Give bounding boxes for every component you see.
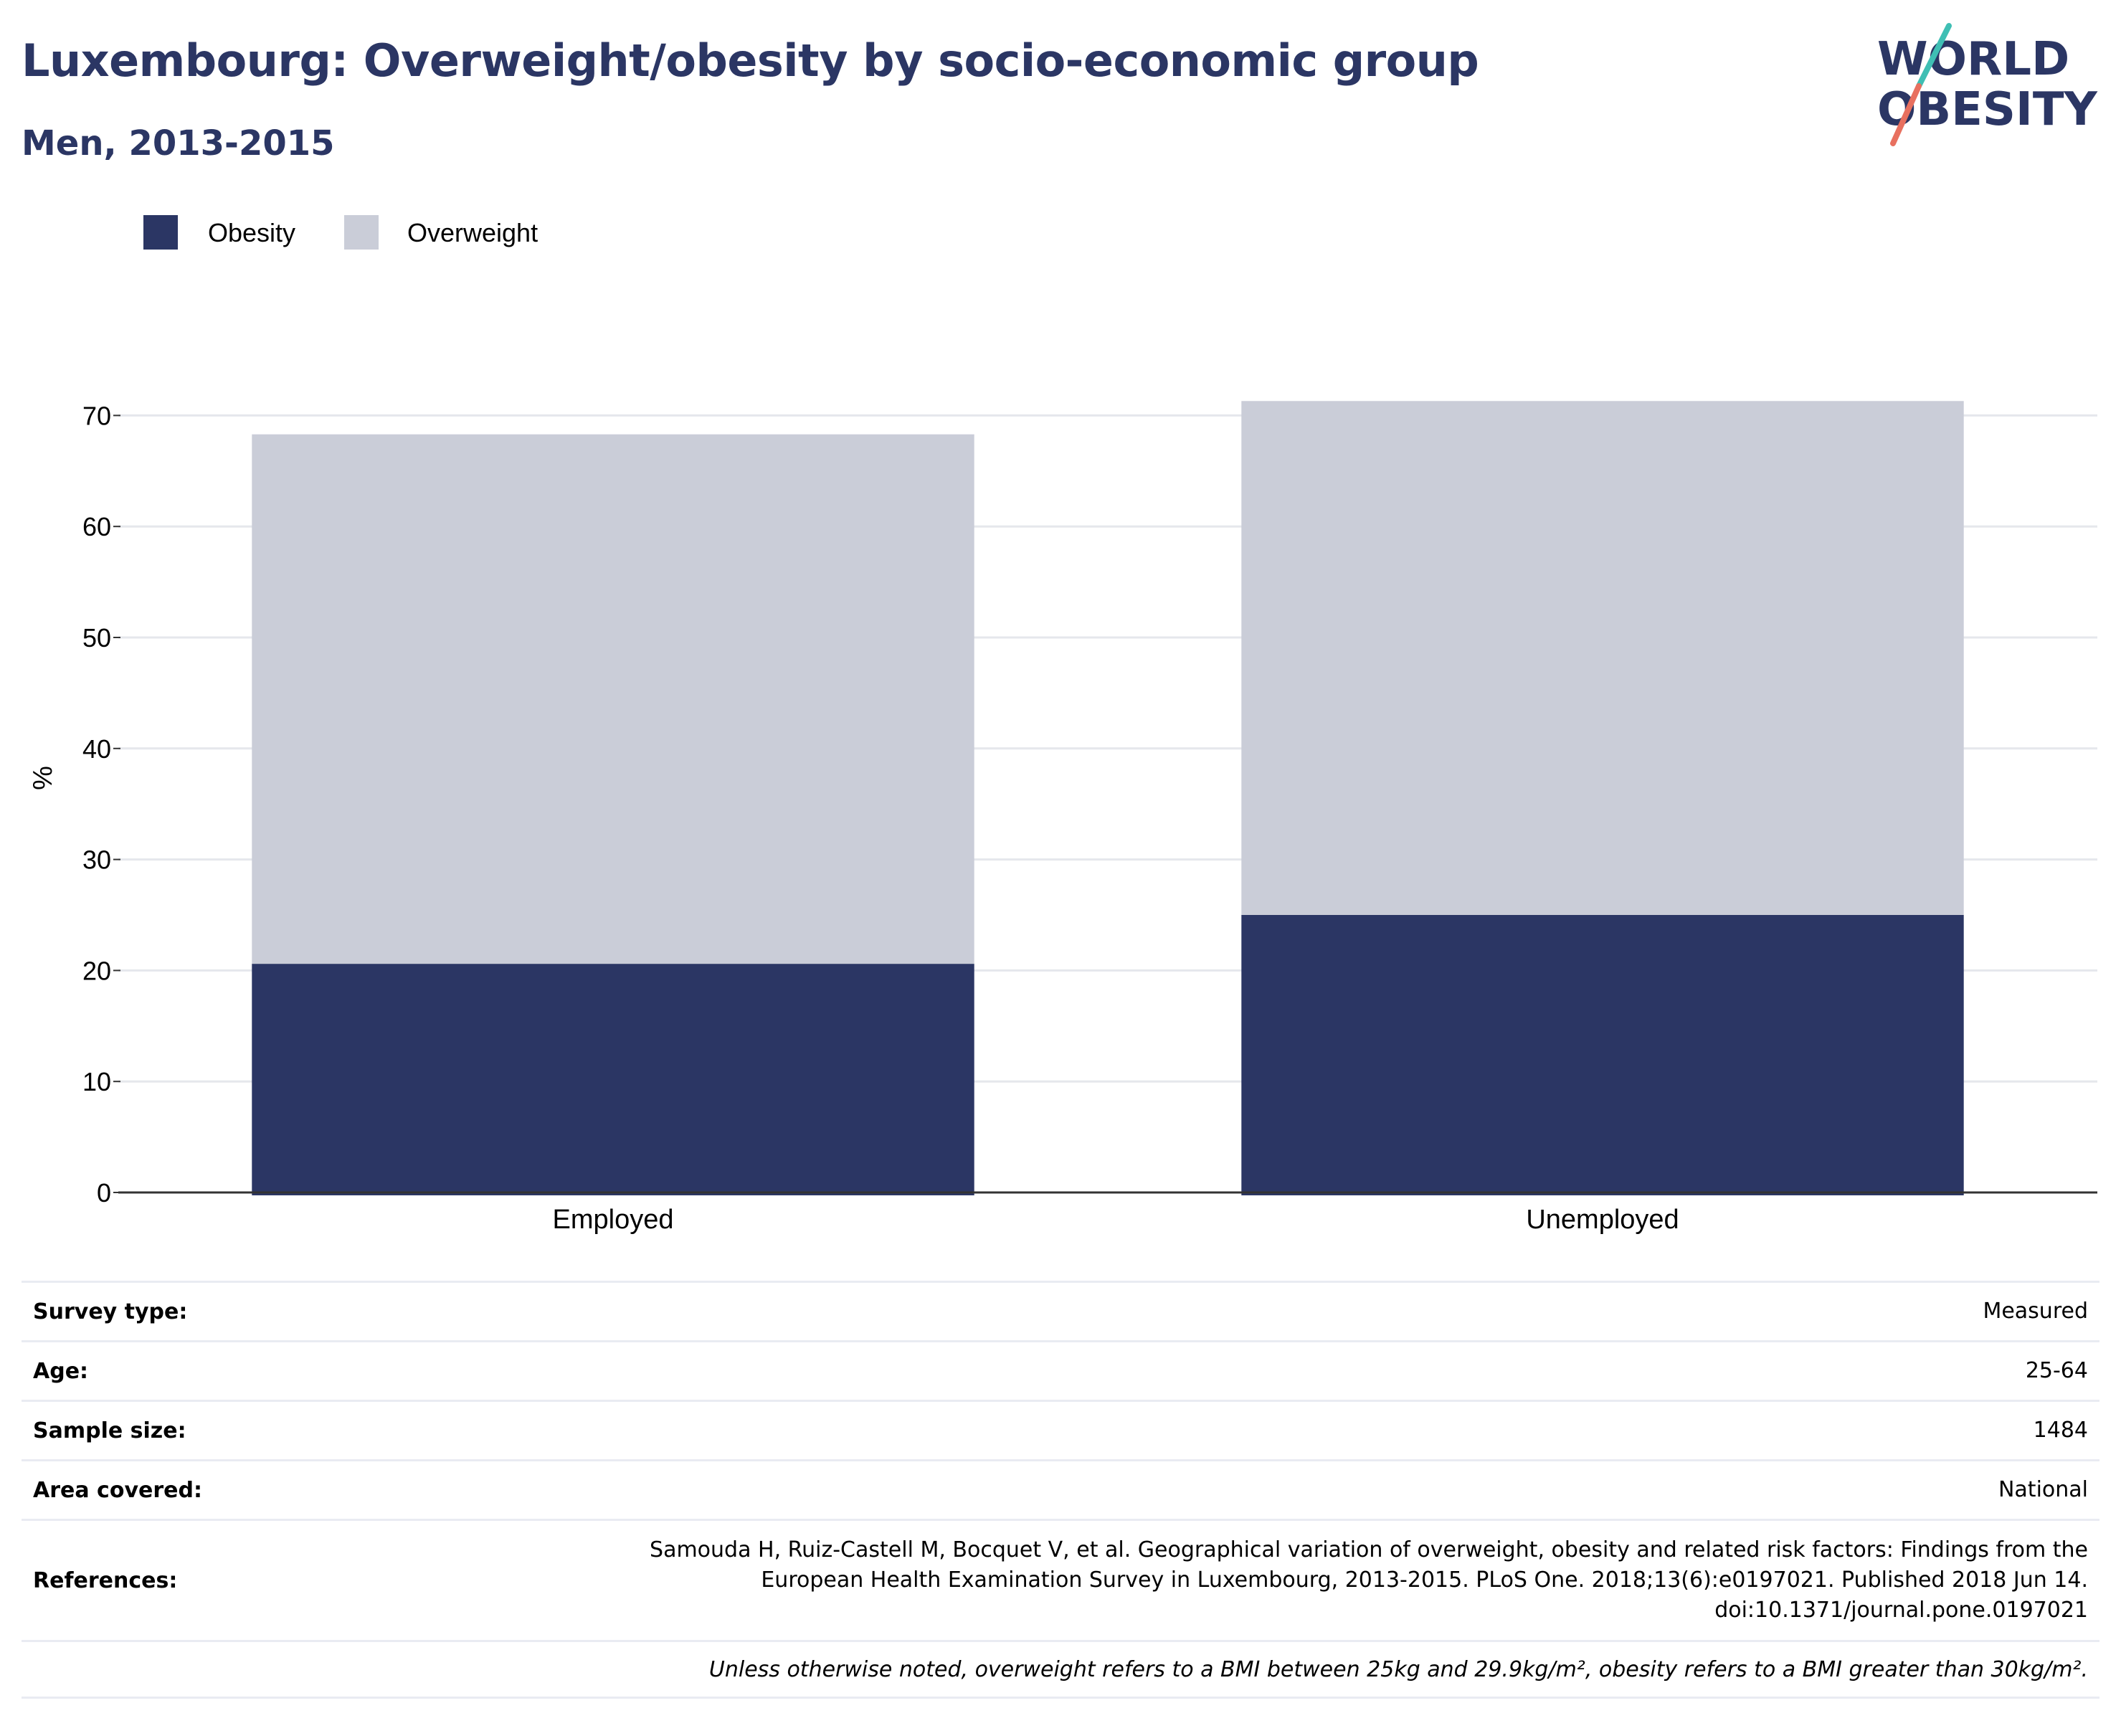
reference-line: doi:10.1371/journal.pone.0197021 [1714,1598,2088,1623]
legend-label-obesity: Obesity [208,218,295,247]
age-label: Age: [22,1340,446,1401]
area-covered-value: National [446,1459,2099,1520]
sample-size-row: Sample size: 1484 [22,1400,2099,1461]
area-covered-label: Area covered: [22,1459,446,1520]
chart-subtitle: Men, 2013-2015 [22,123,335,163]
survey-details-table: Survey type: Measured Age: 25-64 Sample … [22,1281,2099,1699]
legend-label-overweight: Overweight [407,218,538,247]
y-tick-label: 0 [97,1178,111,1208]
survey-type-row: Survey type: Measured [22,1281,2099,1342]
references-label: References: [22,1519,446,1641]
world-obesity-logo: WORLD OBESITY [1877,23,2097,146]
y-tick-label: 20 [82,956,111,985]
bar-obesity-employed [252,964,974,1195]
age-value: 25-64 [446,1340,2099,1401]
bar-overweight-unemployed [1241,401,1964,915]
svg-text:WORLD: WORLD [1877,33,2069,86]
reference-line: Samouda H, Ruiz-Castell M, Bocquet V, et… [650,1537,2088,1562]
y-tick-label: 10 [82,1067,111,1096]
bar-obesity-unemployed [1241,915,1964,1195]
legend-swatch-overweight [344,215,379,250]
reference-line: European Health Examination Survey in Lu… [761,1567,2088,1593]
legend: Obesity Overweight [143,215,538,250]
y-tick-label: 40 [82,734,111,764]
stacked-bar-chart: Obesity Overweight 0 10 20 30 40 50 60 70 Emplo… [28,215,2097,1235]
y-axis-ticks: 0 10 20 30 40 50 60 70 [82,401,120,1208]
y-tick-label: 60 [82,512,111,541]
area-covered-row: Area covered: National [22,1459,2099,1520]
bmi-definition-note: Unless otherwise noted, overweight refer… [22,1640,2099,1699]
bars [252,401,1964,1195]
y-tick-label: 50 [82,623,111,653]
references-row: References: Samouda H, Ruiz-Castell M, B… [22,1519,2099,1641]
x-axis-ticks: Employed Unemployed [553,1205,1679,1235]
survey-type-label: Survey type: [22,1281,446,1342]
chart-title: Luxembourg: Overweight/obesity by socio-… [22,34,1479,87]
survey-type-value: Measured [446,1281,2099,1342]
x-tick-label: Unemployed [1526,1205,1679,1235]
bar-overweight-employed [252,434,974,964]
y-tick-label: 30 [82,845,111,875]
sample-size-label: Sample size: [22,1400,446,1461]
references-value: Samouda H, Ruiz-Castell M, Bocquet V, et… [446,1519,2099,1641]
note-row: Unless otherwise noted, overweight refer… [22,1640,2099,1699]
age-row: Age: 25-64 [22,1340,2099,1401]
y-axis-title: % [28,766,58,790]
legend-swatch-obesity [143,215,178,250]
sample-size-value: 1484 [446,1400,2099,1461]
y-tick-label: 70 [82,401,111,430]
x-tick-label: Employed [553,1205,674,1235]
